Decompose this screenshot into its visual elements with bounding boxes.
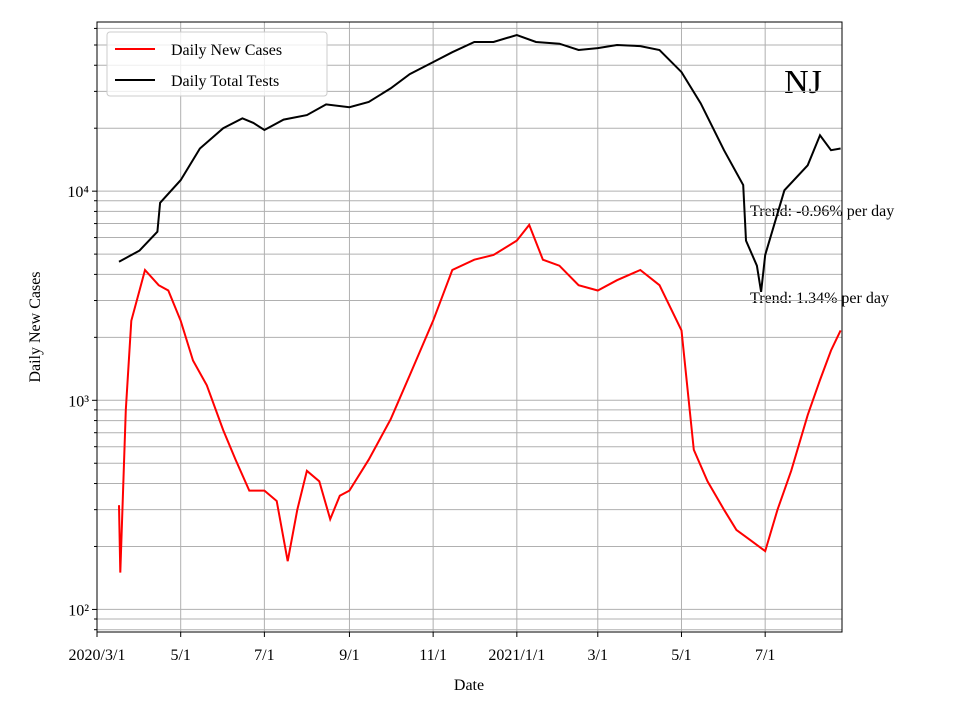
legend-label: Daily New Cases: [171, 42, 282, 59]
x-tick-label: 5/1: [671, 647, 691, 664]
legend-box: [106, 31, 328, 97]
y-axis-label: Daily New Cases: [27, 271, 44, 382]
trend-annotation: Trend: 1.34% per day: [750, 290, 889, 307]
y-tick-label: 10³: [68, 393, 89, 410]
x-tick-label: 5/1: [170, 647, 190, 664]
x-tick-label: 2021/1/1: [488, 647, 545, 664]
x-tick-label: 7/1: [254, 647, 274, 664]
series-line: [118, 222, 842, 573]
x-tick-label: 9/1: [339, 647, 359, 664]
x-tick-label: 3/1: [588, 647, 608, 664]
x-tick-label: 2020/3/1: [69, 647, 126, 664]
x-tick-label: 7/1: [755, 647, 775, 664]
x-axis-label: Date: [454, 677, 484, 694]
y-tick-label: 10²: [68, 602, 89, 619]
plot-frame: [96, 21, 843, 633]
series-line: [118, 33, 841, 293]
legend-label: Daily Total Tests: [171, 73, 279, 90]
x-tick-label: 11/1: [419, 647, 447, 664]
y-tick-label: 10⁴: [67, 184, 89, 201]
state-label: NJ: [784, 64, 822, 101]
